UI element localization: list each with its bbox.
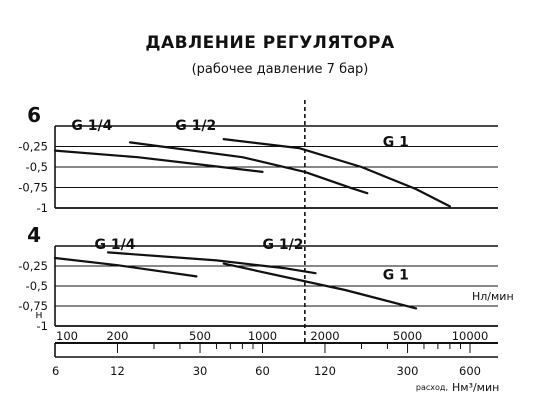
x2-unit-label: Нм³/мин bbox=[452, 381, 499, 394]
x-tick-label-bottom: 6 bbox=[52, 364, 59, 378]
x-tick-label-top: 5000 bbox=[393, 329, 422, 343]
x-tick-label-top: 10000 bbox=[452, 329, 489, 343]
panel-0-y-tick-label: -0,75 bbox=[18, 181, 48, 195]
x-tick-label-bottom: 600 bbox=[459, 364, 481, 378]
x-tick-label-top: 500 bbox=[189, 329, 211, 343]
x-tick-label-bottom: 300 bbox=[397, 364, 419, 378]
panel-0-series-label: G 1/2 bbox=[175, 118, 216, 134]
x-tick-label-top: 200 bbox=[106, 329, 128, 343]
x-tick-label-bottom: 30 bbox=[193, 364, 208, 378]
panel-1-series-label: G 1/4 bbox=[94, 237, 135, 253]
panel-0-series-label: G 1/4 bbox=[71, 118, 112, 134]
panel-0-series-line bbox=[222, 138, 451, 208]
x-tick-label-top: 2000 bbox=[310, 329, 339, 343]
x-tick-label-top: 100 bbox=[56, 329, 78, 343]
chart-subtitle: (рабочее давление 7 бар) bbox=[192, 62, 369, 77]
panel-1-series-line bbox=[222, 262, 418, 310]
panel-0-y-tick-label: -1 bbox=[37, 201, 48, 215]
panel-0-series-label: G 1 bbox=[383, 135, 409, 151]
panel-1-y-tick-label: -0,25 bbox=[18, 259, 48, 273]
panel-1-y-tick-label: -0,5 bbox=[26, 279, 48, 293]
panel-0-y-tick-label: -0,25 bbox=[18, 140, 48, 154]
x-tick-label-bottom: 120 bbox=[314, 364, 336, 378]
x2-caption: расход, bbox=[416, 383, 448, 392]
panel-1-y-tick-label: -1 bbox=[37, 319, 48, 333]
panel-0-series-line bbox=[53, 149, 264, 173]
panel-0-pressure-label: 6 bbox=[27, 103, 41, 127]
y-axis-label: н bbox=[35, 308, 42, 321]
panel-0-series-line bbox=[129, 141, 369, 195]
panel-1-series-line bbox=[106, 251, 317, 275]
panel-1-series-line bbox=[53, 256, 198, 278]
x-tick-label-top: 1000 bbox=[248, 329, 277, 343]
panel-1-series-label: G 1/2 bbox=[263, 237, 304, 253]
x-tick-label-bottom: 60 bbox=[255, 364, 270, 378]
panel-1-pressure-label: 4 bbox=[27, 223, 41, 247]
x-tick-label-bottom: 12 bbox=[110, 364, 125, 378]
panel-0-y-tick-label: -0,5 bbox=[26, 160, 48, 174]
panel-1-y-tick-label: -0,75 bbox=[18, 299, 48, 313]
chart-title: ДАВЛЕНИЕ РЕГУЛЯТОРА bbox=[145, 33, 395, 53]
x-unit-label: Нл/мин bbox=[472, 290, 514, 303]
panel-1-series-label: G 1 bbox=[383, 268, 409, 284]
